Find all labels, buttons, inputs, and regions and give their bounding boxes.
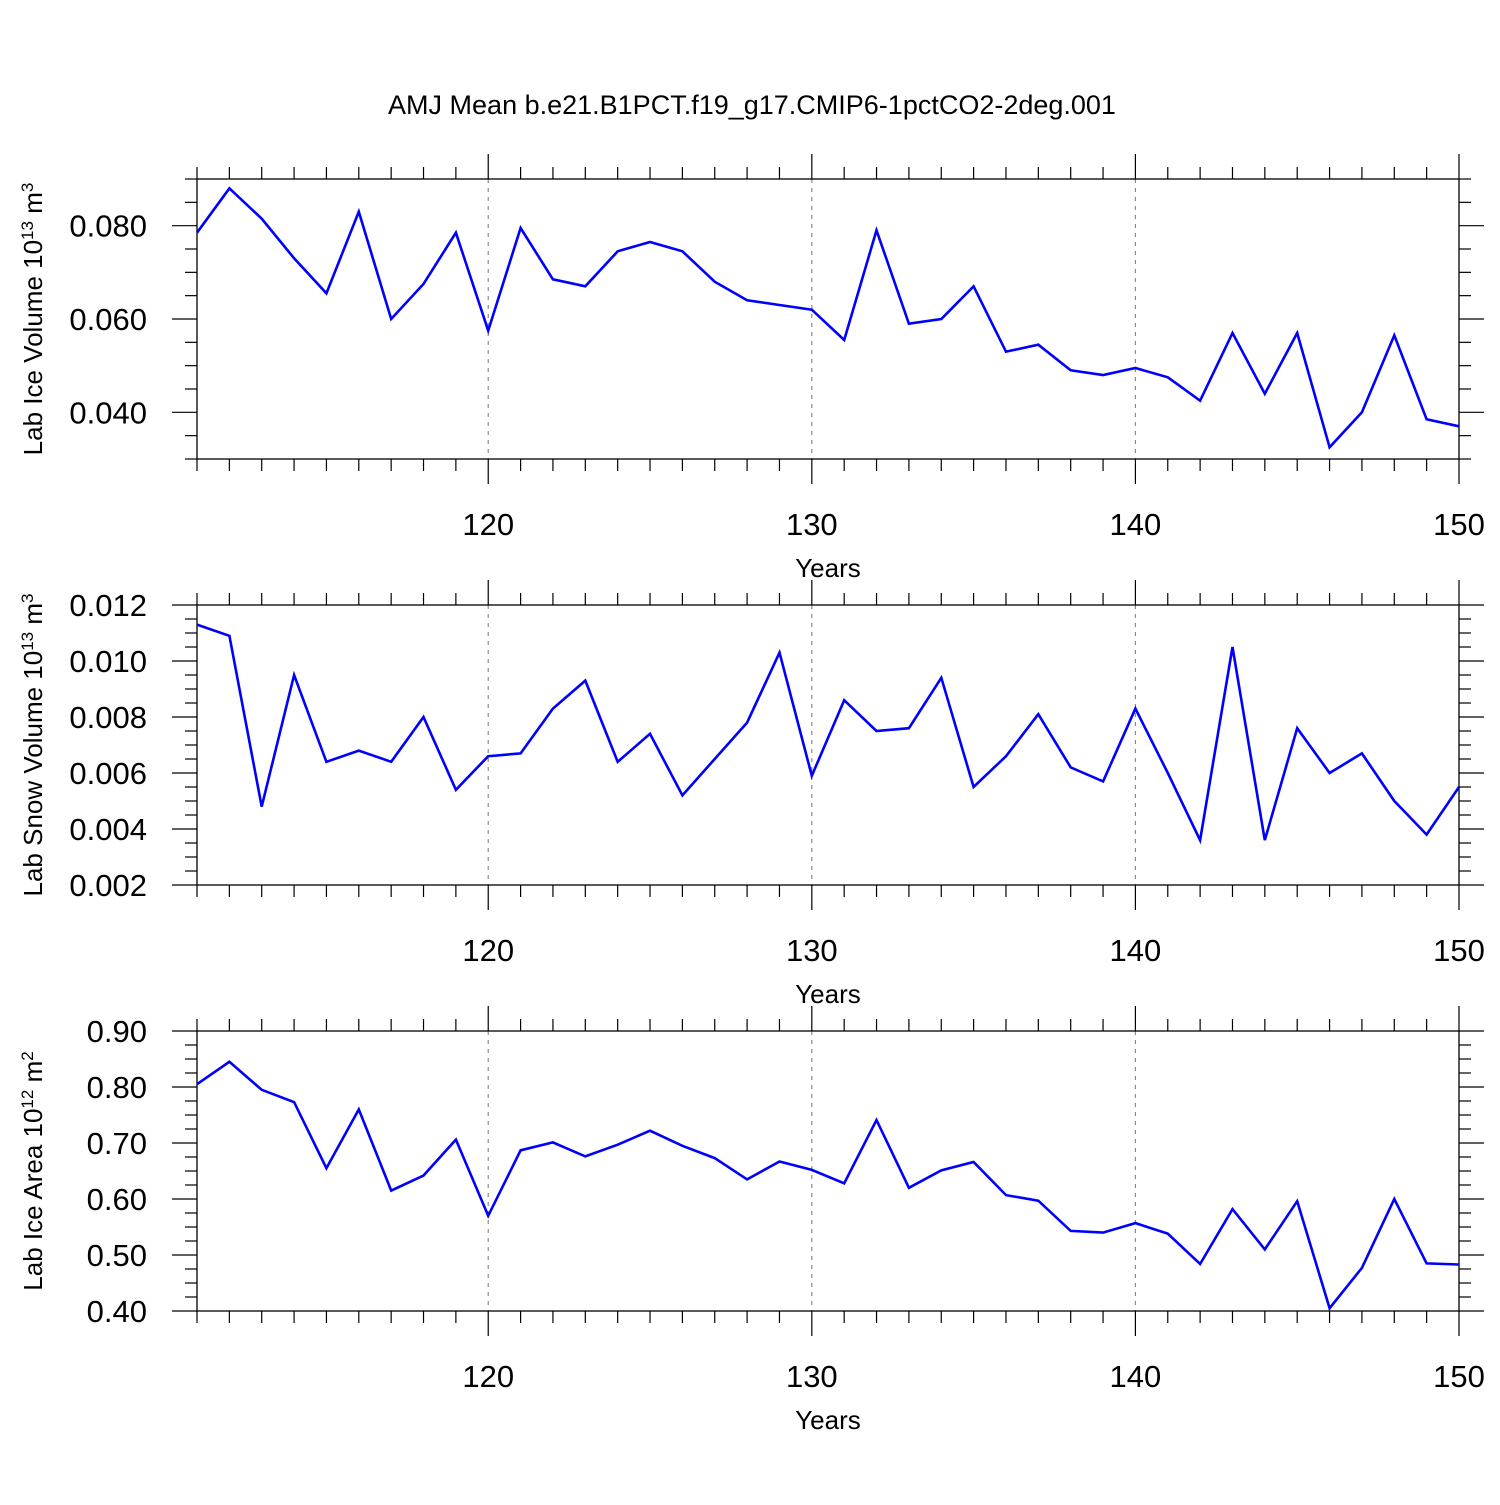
panel-1: 0.040 0.060 0.080 120 130 140 150 Years Lab Ice … <box>18 154 1485 583</box>
panel-2: 0.002 0.004 0.006 0.008 0.010 0.012 120 130 140 1… <box>18 580 1485 1009</box>
y-tick-label: 0.40 <box>87 1294 147 1329</box>
x-tick-label: 120 <box>462 1359 514 1394</box>
x-axis-label: Years <box>795 979 861 1009</box>
y-tick-label: 0.70 <box>87 1126 147 1161</box>
y-tick-label: 0.040 <box>69 395 147 430</box>
x-axis-label: Years <box>795 553 861 583</box>
x-tick-label: 120 <box>462 507 514 542</box>
y-tick-label: 0.002 <box>69 868 147 903</box>
x-tick-label: 140 <box>1110 933 1162 968</box>
y-tick-label: 0.006 <box>69 756 147 791</box>
y-tick-label: 0.060 <box>69 302 147 337</box>
y-tick-label: 0.004 <box>69 812 147 847</box>
panel-3: 0.40 0.50 0.60 0.70 0.80 0.90 120 130 140 150 Year… <box>18 1006 1485 1435</box>
x-tick-label: 130 <box>786 933 838 968</box>
y-axis-label: Lab Snow Volume 1013 m3 <box>18 593 49 896</box>
series-line-1 <box>195 186 1460 450</box>
x-axis-label: Years <box>795 1405 861 1435</box>
x-tick-label: 140 <box>1110 507 1162 542</box>
plot-frame <box>196 1030 1460 1312</box>
series-line-1 <box>196 1060 1460 1311</box>
x-tick-label: 130 <box>786 1359 838 1394</box>
x-tick-label: 150 <box>1433 1359 1485 1394</box>
y-tick-label: 0.080 <box>69 209 147 244</box>
x-tick-label: 150 <box>1433 933 1485 968</box>
chart-title: AMJ Mean b.e21.B1PCT.f19_g17.CMIP6-1pctC… <box>388 90 1116 120</box>
x-tick-label: 140 <box>1110 1359 1162 1394</box>
y-tick-label: 0.012 <box>69 588 147 623</box>
y-tick-label: 0.80 <box>87 1070 147 1105</box>
y-tick-label: 0.008 <box>69 700 147 735</box>
plot-frame <box>196 178 1460 460</box>
plot-frame <box>196 604 1460 886</box>
x-tick-label: 130 <box>786 507 838 542</box>
y-tick-label: 0.50 <box>87 1238 147 1273</box>
y-axis-label: Lab Ice Area 1012 m2 <box>18 1051 49 1290</box>
x-tick-label: 150 <box>1433 507 1485 542</box>
x-tick-label: 120 <box>462 933 514 968</box>
y-axis-label: Lab Ice Volume 1013 m3 <box>18 183 49 456</box>
y-tick-label: 0.60 <box>87 1182 147 1217</box>
y-tick-label: 0.010 <box>69 644 147 679</box>
y-tick-label: 0.90 <box>87 1014 147 1049</box>
series-line-1 <box>196 623 1461 845</box>
